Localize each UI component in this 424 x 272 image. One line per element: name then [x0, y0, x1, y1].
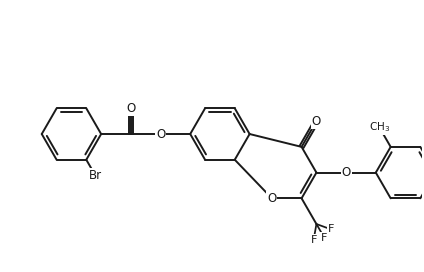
Text: F: F: [328, 224, 335, 234]
Text: F: F: [310, 235, 317, 245]
Text: O: O: [156, 128, 165, 141]
Text: O: O: [341, 166, 351, 179]
Text: O: O: [267, 192, 276, 205]
Text: O: O: [312, 115, 321, 128]
Text: Br: Br: [89, 169, 102, 182]
Text: F: F: [321, 233, 327, 243]
Text: CH$_3$: CH$_3$: [369, 121, 390, 134]
Text: O: O: [126, 102, 135, 115]
